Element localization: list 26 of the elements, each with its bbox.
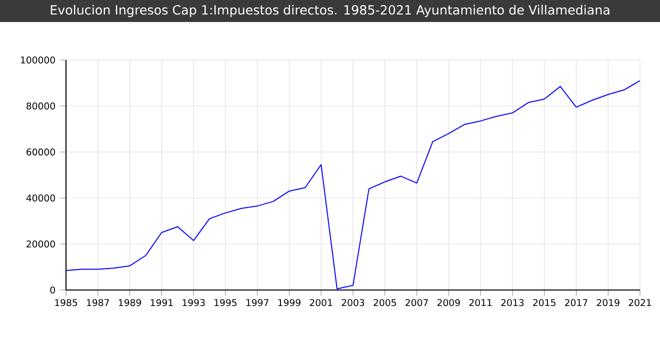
x-tick-label: 2007 (406, 299, 428, 306)
x-tick-label: 2011 (469, 299, 492, 306)
x-tick-label: 1995 (214, 299, 237, 306)
y-tick-label: 60000 (26, 148, 55, 156)
x-tick-label: 1997 (246, 299, 268, 306)
y-tick-label: 20000 (26, 240, 55, 248)
y-tick-label: 100000 (20, 56, 55, 64)
x-tick-label: 2013 (501, 299, 524, 306)
x-tick-label: 2015 (533, 299, 556, 306)
chart-title: Evolucion Ingresos Cap 1:Impuestos directos. 1985-2021 Ayuntamiento de Villamediana (50, 4, 610, 18)
x-tick-label: 1985 (55, 299, 78, 306)
x-tick-label: 2003 (342, 299, 364, 306)
y-tick-label: 0 (50, 286, 55, 294)
x-tick-label: 2017 (565, 299, 588, 306)
y-tick-label: 80000 (26, 102, 55, 110)
x-tick-label: 2019 (596, 299, 620, 306)
x-tick-label: 1993 (182, 299, 205, 306)
x-tick-label: 1991 (150, 299, 173, 306)
x-tick-label: 2021 (628, 299, 652, 306)
x-tick-label: 2005 (374, 299, 396, 306)
x-tick-label: 1987 (87, 299, 109, 306)
x-tick-label: 1999 (278, 299, 300, 306)
x-tick-label: 1989 (118, 299, 141, 306)
x-tick-label: 2001 (310, 299, 332, 306)
y-tick-label: 40000 (26, 194, 55, 202)
x-tick-label: 2009 (437, 299, 460, 306)
